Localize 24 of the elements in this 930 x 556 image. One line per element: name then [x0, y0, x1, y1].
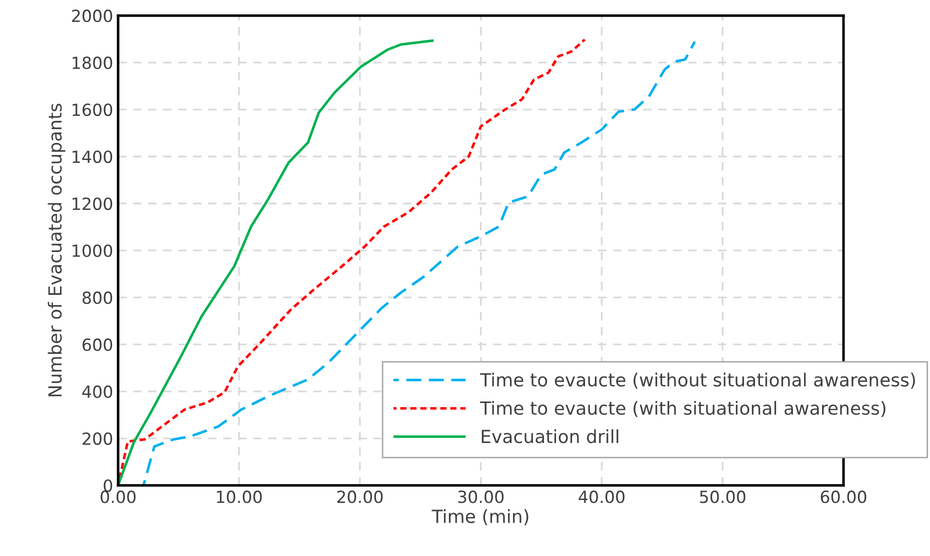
y-tick-label: 1400	[72, 150, 112, 164]
y-tick-label: 600	[82, 338, 112, 352]
x-tick-label: 30.00	[458, 490, 504, 504]
x-tick-label: 0.00	[100, 490, 136, 504]
legend-label: Time to evaucte (without situational awareness)	[480, 372, 915, 389]
x-axis-title: Time (min)	[432, 509, 528, 526]
y-tick-label: 1600	[72, 103, 112, 116]
x-tick-label: 10.00	[216, 490, 262, 504]
x-tick-label: 60.00	[820, 490, 866, 504]
x-tick-label: 20.00	[337, 490, 383, 504]
y-tick-label: 1800	[72, 56, 112, 70]
y-tick-label: 1200	[72, 197, 112, 210]
y-tick-label: 2000	[72, 10, 112, 22]
y-tick-label: 1000	[72, 244, 112, 258]
x-tick-label: 50.00	[700, 490, 746, 504]
y-tick-label: 0	[104, 479, 112, 492]
y-tick-label: 800	[82, 291, 112, 304]
x-tick-label: 40.00	[578, 490, 624, 504]
y-tick-label: 400	[82, 385, 112, 398]
line-series	[118, 39, 435, 486]
y-axis-title: Number of Evacuated occupants	[48, 104, 66, 396]
y-tick-label: 200	[82, 432, 112, 445]
legend-label: Time to evaucte (with situational awareness)	[480, 400, 886, 418]
legend-label: Evacuation drill	[482, 429, 618, 444]
